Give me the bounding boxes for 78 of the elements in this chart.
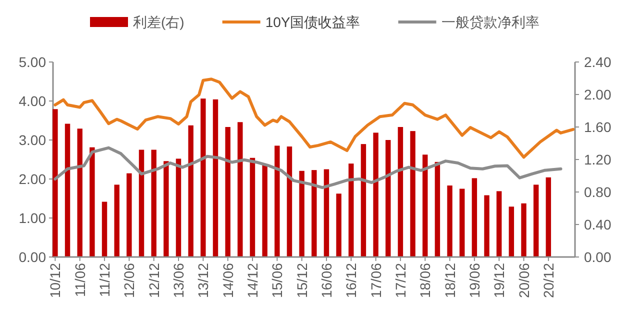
bar xyxy=(348,164,354,257)
bar xyxy=(324,169,330,257)
legend-label: 10Y国债收益率 xyxy=(265,14,360,30)
bar xyxy=(398,127,404,257)
bar xyxy=(422,154,428,257)
bar xyxy=(126,173,132,257)
x-tick-label: 11/06 xyxy=(72,262,88,297)
x-tick-label: 18/06 xyxy=(417,262,434,298)
x-tick-label: 10/12 xyxy=(47,262,64,298)
y2-tick-label: 2.40 xyxy=(584,54,612,70)
x-tick-label: 13/12 xyxy=(195,262,212,298)
x-tick-label: 20/06 xyxy=(516,262,532,298)
bar xyxy=(250,158,256,257)
bar xyxy=(262,165,268,257)
bar xyxy=(212,99,218,257)
x-tick-label: 16/12 xyxy=(343,262,360,298)
x-tick-label: 15/06 xyxy=(269,262,286,298)
x-tick-label: 17/06 xyxy=(368,262,384,298)
y2-tick-label: 1.60 xyxy=(584,119,612,135)
y-tick-label: 3.00 xyxy=(18,132,46,148)
bar xyxy=(176,158,182,257)
x-tick-label: 15/12 xyxy=(294,262,310,298)
bar xyxy=(200,98,206,257)
bar xyxy=(225,127,230,257)
bar xyxy=(434,162,440,257)
x-tick-label: 19/06 xyxy=(466,262,482,298)
bar xyxy=(90,147,95,257)
bar xyxy=(336,194,342,257)
bar xyxy=(164,161,169,257)
bar xyxy=(373,132,378,257)
y2-tick-label: 2.00 xyxy=(584,86,612,102)
x-tick-label: 13/06 xyxy=(170,262,186,298)
bar xyxy=(286,146,292,257)
bar xyxy=(447,186,452,257)
y2-tick-label: 0.40 xyxy=(584,216,612,232)
y-tick-label: 2.00 xyxy=(18,171,46,187)
bar xyxy=(299,170,304,257)
bar xyxy=(188,125,194,257)
bar xyxy=(312,170,317,257)
bar xyxy=(274,146,280,257)
bar xyxy=(546,177,552,257)
bar xyxy=(238,122,243,257)
x-tick-label: 12/06 xyxy=(121,262,138,298)
legend-label: 利差(右) xyxy=(133,14,184,30)
y-tick-label: 4.00 xyxy=(18,93,46,109)
y2-tick-label: 0.80 xyxy=(584,184,612,200)
y2-tick-label: 0.00 xyxy=(584,249,612,265)
x-tick-label: 11/12 xyxy=(96,262,113,297)
x-tick-label: 14/06 xyxy=(220,262,236,298)
x-tick-label: 20/12 xyxy=(540,262,556,298)
legend-label: 一般贷款净利率 xyxy=(441,14,540,30)
bar xyxy=(64,124,70,257)
bar xyxy=(151,150,156,257)
bar xyxy=(460,188,465,257)
x-tick-label: 19/12 xyxy=(491,262,508,298)
bar xyxy=(533,184,539,257)
x-tick-label: 16/06 xyxy=(318,262,334,298)
y-tick-label: 1.00 xyxy=(18,210,46,226)
bar xyxy=(52,109,58,257)
y2-tick-label: 1.20 xyxy=(584,152,612,168)
bar xyxy=(521,203,526,257)
y-tick-label: 0.00 xyxy=(18,249,46,265)
bar xyxy=(496,191,502,257)
bar xyxy=(472,178,478,257)
bar xyxy=(102,202,108,257)
x-tick-label: 18/12 xyxy=(442,262,458,298)
bar xyxy=(484,195,490,257)
bar xyxy=(360,144,366,257)
bar xyxy=(410,131,416,257)
bar xyxy=(386,140,391,257)
x-tick-label: 14/12 xyxy=(244,262,260,298)
x-tick-label: 12/12 xyxy=(146,262,162,298)
y-tick-label: 5.00 xyxy=(18,54,46,70)
bar xyxy=(77,128,82,257)
bar xyxy=(508,206,514,257)
bar xyxy=(114,184,120,257)
x-tick-label: 17/12 xyxy=(392,262,408,298)
bar xyxy=(138,150,144,257)
